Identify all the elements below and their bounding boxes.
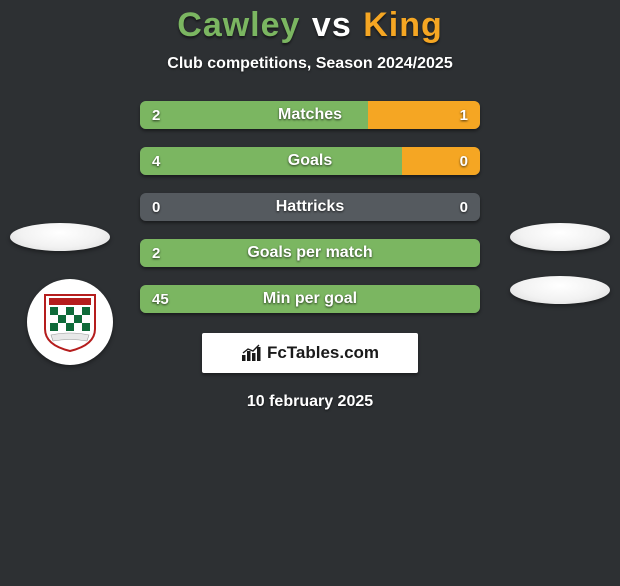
title-left-player: Cawley	[177, 6, 300, 44]
stat-value-right: 0	[460, 193, 468, 221]
stat-row: 45Min per goal	[140, 285, 480, 313]
stat-row: 21Matches	[140, 101, 480, 129]
club-shield-icon	[43, 291, 97, 353]
footer-date: 10 february 2025	[0, 393, 620, 411]
stat-value-left: 0	[152, 193, 160, 221]
content-area: 21Matches 40Goals 0 0Hattricks 2Goals per ma…	[0, 101, 620, 313]
footer-brand-text: FcTables.com	[267, 343, 379, 363]
title-vs: vs	[312, 6, 352, 44]
stat-row: 0 0Hattricks	[140, 193, 480, 221]
stat-bar-left-fill	[140, 285, 480, 313]
stat-label: Hattricks	[140, 193, 480, 221]
stat-row: 40Goals	[140, 147, 480, 175]
stat-bar-right-fill	[368, 101, 480, 129]
stat-bar-right-fill	[402, 147, 480, 175]
avatar-left-player	[10, 223, 110, 251]
stat-bar-left-fill	[140, 147, 402, 175]
avatar-right-club	[510, 276, 610, 304]
stat-bar-left-fill	[140, 101, 368, 129]
stat-bars: 21Matches 40Goals 0 0Hattricks 2Goals per ma…	[140, 101, 480, 313]
stat-row: 2Goals per match	[140, 239, 480, 267]
avatar-right-player	[510, 223, 610, 251]
bar-chart-icon	[241, 344, 263, 362]
avatar-left-club	[27, 279, 113, 365]
title-right-player: King	[363, 6, 443, 44]
comparison-title: Cawley vs King	[0, 6, 620, 45]
comparison-subtitle: Club competitions, Season 2024/2025	[0, 55, 620, 73]
footer-brand-badge: FcTables.com	[202, 333, 418, 373]
stat-bar-left-fill	[140, 239, 480, 267]
